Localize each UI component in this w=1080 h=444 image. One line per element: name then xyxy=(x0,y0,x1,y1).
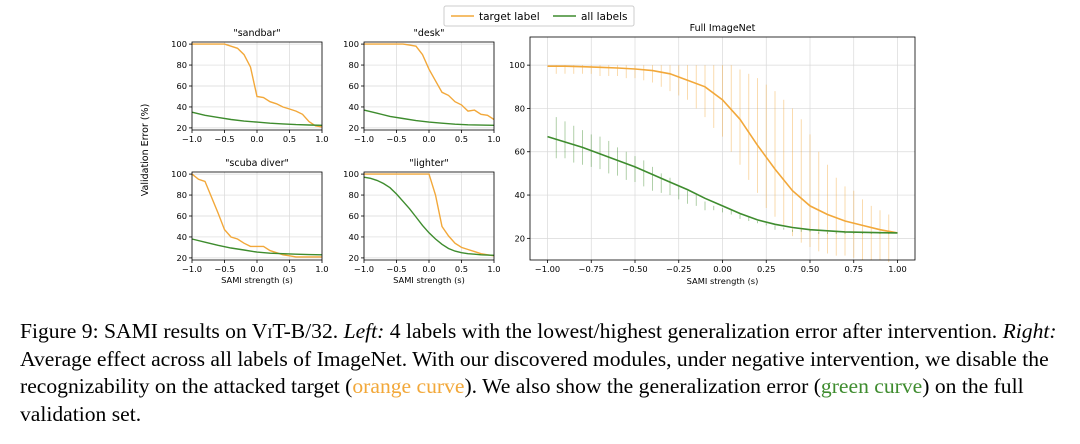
caption-orange-text: orange curve xyxy=(352,374,465,398)
x-tick-label: −0.50 xyxy=(622,264,647,274)
caption-model-rest: -B/32. xyxy=(283,319,344,343)
x-tick-label: −0.5 xyxy=(386,264,406,274)
y-tick-label: 100 xyxy=(509,60,525,70)
y-tick-label: 20 xyxy=(348,123,359,133)
y-tick-label: 100 xyxy=(343,39,359,49)
y-tick-label: 100 xyxy=(343,169,359,179)
x-tick-label: 0.5 xyxy=(455,134,468,144)
y-tick-label: 80 xyxy=(176,190,187,200)
x-axis-label: SAMI strength (s) xyxy=(393,275,465,285)
series-line-all-labels xyxy=(191,238,323,256)
chart-lighter: −1.0 −0.5 0.0 0.5 1.0 20 40 60 80 100 "lighter" SAM… xyxy=(343,158,500,285)
x-tick-label: −1.0 xyxy=(354,134,374,144)
caption-end-text: ) on the full validation set. xyxy=(20,374,1024,426)
caption-right-text: Average effect across all labels of Imag… xyxy=(20,346,1049,399)
x-tick-label: 0.00 xyxy=(713,264,731,274)
y-tick-label: 80 xyxy=(348,190,359,200)
x-axis-label: SAMI strength (s) xyxy=(687,276,759,286)
caption-model-t: T xyxy=(272,319,284,343)
y-tick-label: 60 xyxy=(514,147,525,157)
figure: target label all labels Validation Error… xyxy=(140,5,916,286)
y-tick-label: 40 xyxy=(348,232,359,242)
x-tick-label: 0.0 xyxy=(422,264,435,274)
x-tick-label: 0.5 xyxy=(283,134,296,144)
y-tick-label: 60 xyxy=(176,211,187,221)
legend-all-label: all labels xyxy=(581,11,627,23)
y-tick-label: 80 xyxy=(176,60,187,70)
y-tick-label: 20 xyxy=(176,123,187,133)
y-tick-label: 80 xyxy=(348,60,359,70)
chart-full-imagenet: −1.00 −0.75 −0.50 −0.25 0.00 0.25 0.50 0.75 1.00… xyxy=(509,23,916,286)
figure-caption: Figure 9: SAMI results on ViT-B/32. Left… xyxy=(20,318,1065,428)
x-axis-label: SAMI strength (s) xyxy=(221,275,293,285)
x-tick-label: −1.00 xyxy=(535,264,560,274)
y-tick-label: 60 xyxy=(176,81,187,91)
x-tick-label: 0.25 xyxy=(757,264,775,274)
legend: target label all labels xyxy=(443,5,635,27)
caption-green-text: green curve xyxy=(820,374,923,398)
series-line-all-labels xyxy=(363,109,495,126)
y-tick-label: 40 xyxy=(514,190,525,200)
caption-model-v: V xyxy=(251,319,268,343)
legend-target-label: target label xyxy=(479,11,540,23)
caption-left-label: Left: xyxy=(343,319,385,343)
series-line-all-labels xyxy=(191,111,323,126)
x-tick-label: −0.75 xyxy=(579,264,604,274)
x-tick-label: 0.50 xyxy=(801,264,819,274)
x-tick-label: −1.0 xyxy=(354,264,374,274)
caption-right-label: Right: xyxy=(1002,319,1057,343)
legend-box xyxy=(443,5,635,27)
x-tick-label: 0.0 xyxy=(422,134,435,144)
y-tick-label: 20 xyxy=(514,233,525,243)
y-tick-label: 20 xyxy=(176,253,187,263)
caption-mid-text: ). We also show the generalization error… xyxy=(464,374,821,398)
x-tick-label: −1.0 xyxy=(182,264,202,274)
chart-title-lighter: "lighter" xyxy=(409,158,449,169)
chart-desk: −1.0 −0.5 0.0 0.5 1.0 20 40 60 80 100 "desk" xyxy=(343,28,500,144)
series-line-target-label xyxy=(547,65,898,234)
x-tick-label: −1.0 xyxy=(182,134,202,144)
y-tick-label: 100 xyxy=(171,39,187,49)
chart-scuba-diver: −1.0 −0.5 0.0 0.5 1.0 20 40 60 80 100 "scuba diver… xyxy=(171,158,328,285)
series-line-target-label xyxy=(192,43,323,128)
y-tick-label: 80 xyxy=(514,103,525,113)
x-tick-label: 0.75 xyxy=(845,264,863,274)
chart-title-full-imagenet: Full ImageNet xyxy=(690,23,756,34)
y-tick-label: 60 xyxy=(348,211,359,221)
x-tick-label: −0.25 xyxy=(666,264,691,274)
x-tick-label: 0.0 xyxy=(250,134,263,144)
series-line-all-labels xyxy=(363,176,495,256)
x-tick-label: −0.5 xyxy=(214,264,234,274)
y-tick-label: 20 xyxy=(348,253,359,263)
y-tick-label: 60 xyxy=(348,81,359,91)
caption-figure-label: Figure 9: SAMI results on xyxy=(20,319,252,343)
y-tick-label: 40 xyxy=(348,102,359,112)
series-line-target-label xyxy=(364,173,495,257)
x-tick-label: 0.5 xyxy=(283,264,296,274)
x-tick-label: 1.0 xyxy=(315,264,328,274)
x-tick-label: −0.5 xyxy=(214,134,234,144)
series-line-all-labels xyxy=(547,135,898,234)
x-tick-label: −0.5 xyxy=(386,134,406,144)
x-tick-label: 0.5 xyxy=(455,264,468,274)
x-tick-label: 1.0 xyxy=(487,264,500,274)
y-tick-label: 40 xyxy=(176,232,187,242)
series-line-target-label xyxy=(364,43,495,121)
chart-sandbar: −1.0 −0.5 0.0 0.5 1.0 20 40 60 80 100 "sandbar" xyxy=(171,28,328,144)
x-tick-label: 1.00 xyxy=(888,264,906,274)
x-tick-label: 0.0 xyxy=(250,264,263,274)
x-tick-label: 1.0 xyxy=(487,134,500,144)
series-line-target-label xyxy=(191,173,322,258)
y-tick-label: 40 xyxy=(176,102,187,112)
chart-title-sandbar: "sandbar" xyxy=(233,28,280,39)
caption-left-text: 4 labels with the lowest/highest general… xyxy=(384,319,1003,343)
x-tick-label: 1.0 xyxy=(315,134,328,144)
y-tick-label: 100 xyxy=(171,169,187,179)
chart-title-desk: "desk" xyxy=(413,28,444,39)
shared-y-axis-label: Validation Error (%) xyxy=(140,104,151,197)
caption-model-i: i xyxy=(267,319,273,343)
chart-title-scuba-diver: "scuba diver" xyxy=(225,158,289,169)
